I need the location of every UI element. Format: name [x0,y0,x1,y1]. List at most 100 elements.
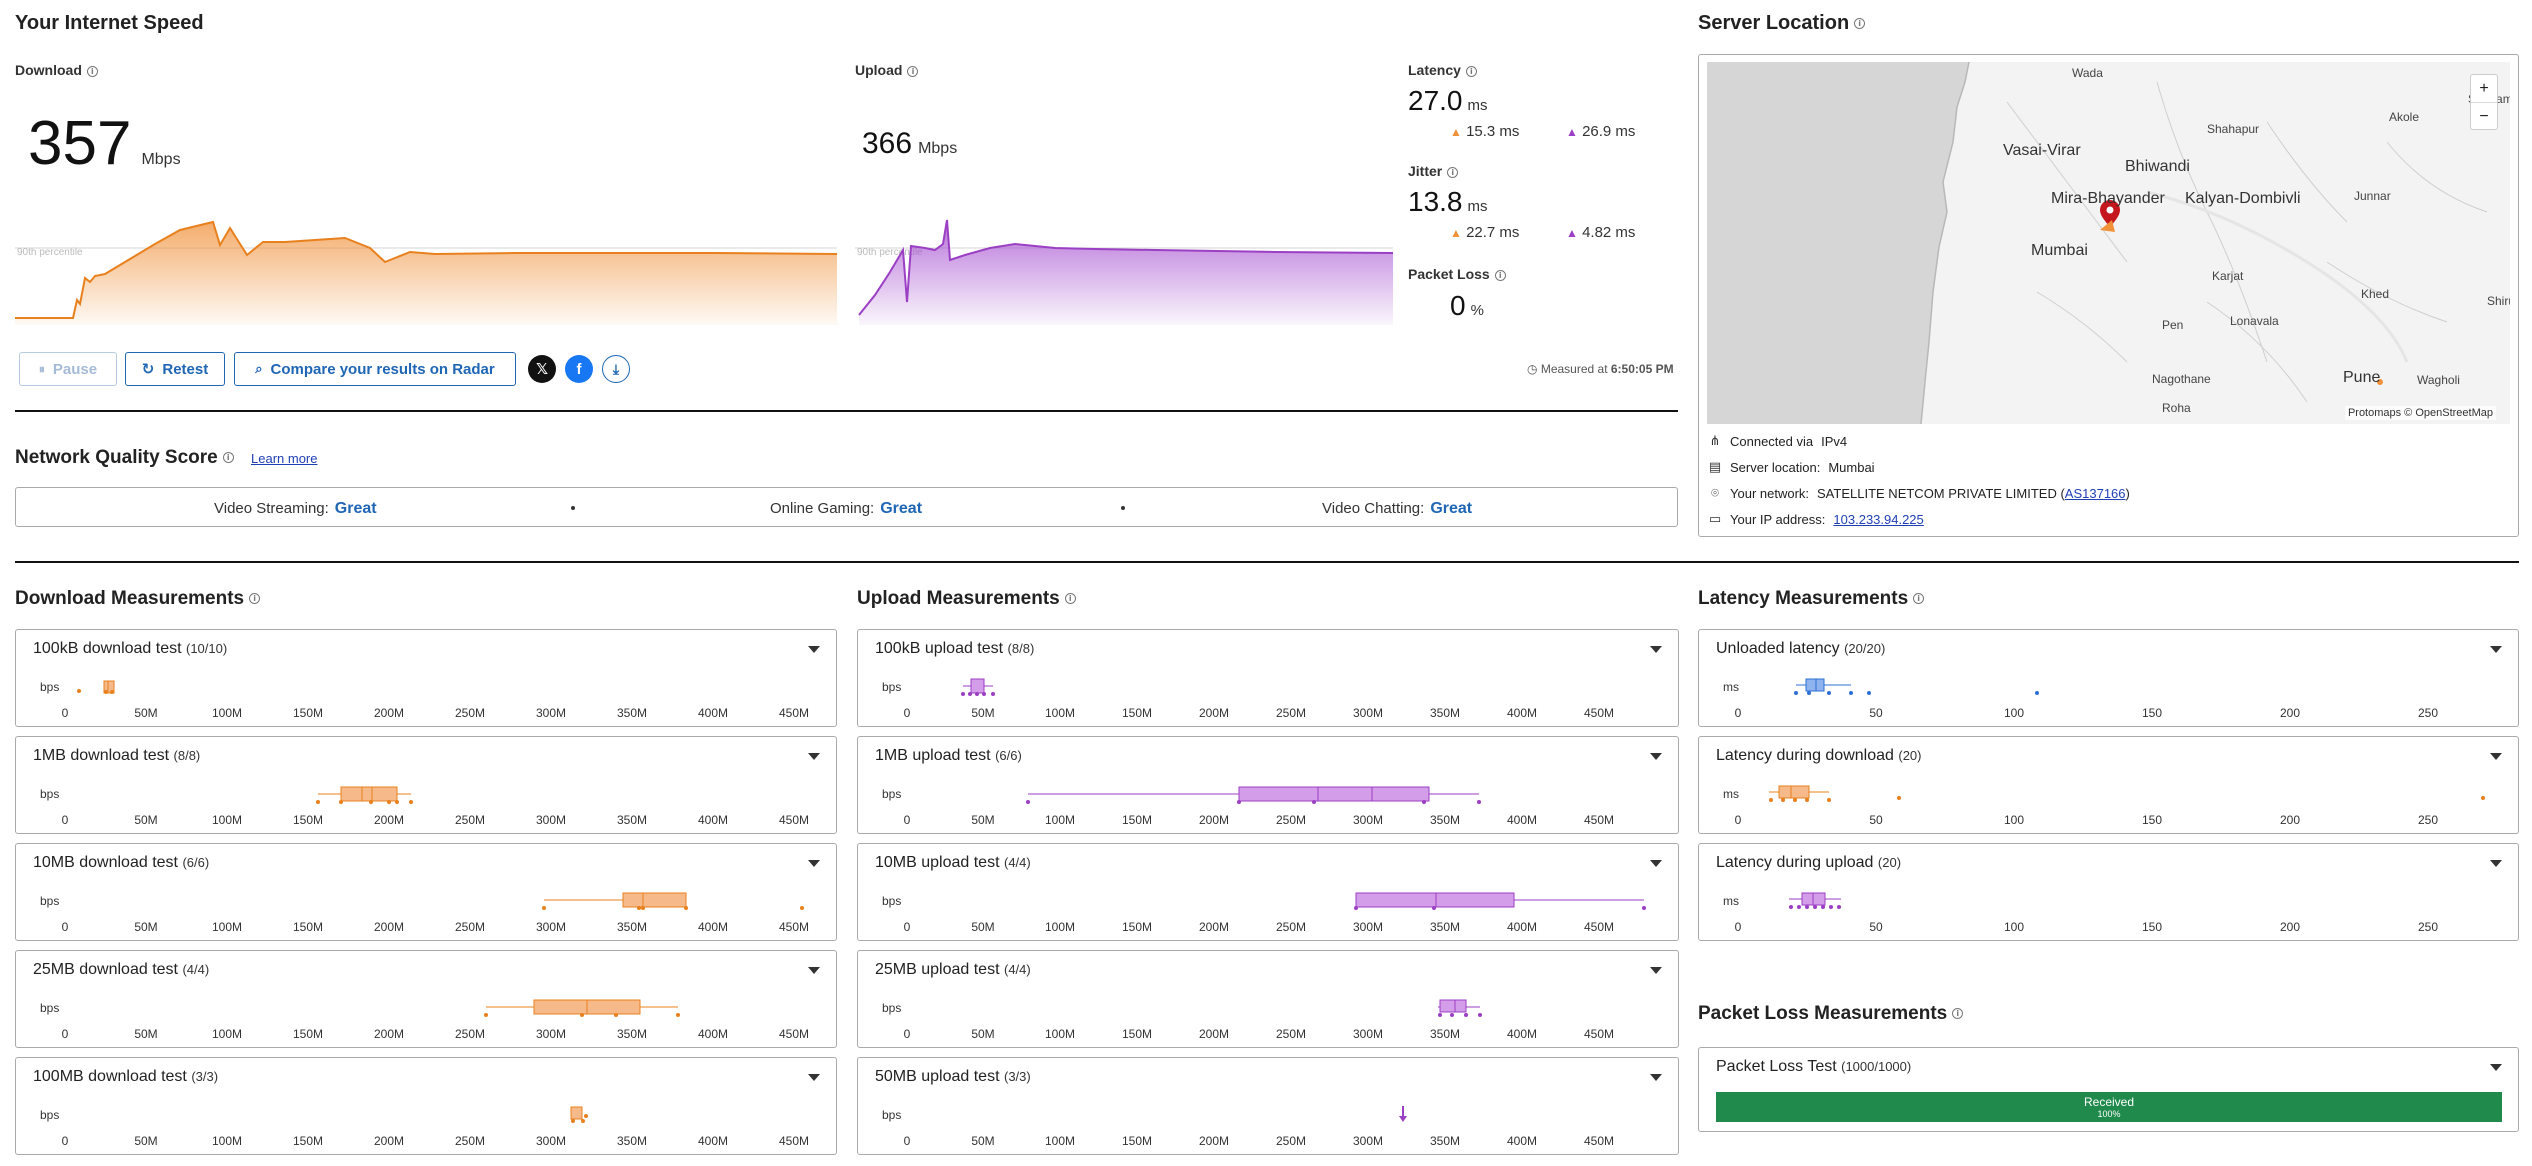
chevron-down-icon[interactable] [808,1074,820,1081]
tick-label: 50M [971,706,995,720]
chevron-down-icon[interactable] [808,860,820,867]
tick-label: 150M [292,920,324,934]
tick-label: 100M [1044,920,1076,934]
test-title: 100kB upload test (8/8) [875,640,1034,658]
chevron-down-icon[interactable] [2490,1064,2502,1071]
score-label: Online Gaming: [770,500,875,517]
download-test-panel[interactable]: 1MB download test (8/8) bps 0 50M 100M 150M… [15,736,837,834]
download-test-panel[interactable]: 25MB download test (4/4) bps 0 50M 100M 150… [15,950,837,1048]
download-measurements-title-text: Download Measurements [15,588,245,609]
facebook-icon[interactable]: f [565,355,593,383]
upload-percentile-label: 90th percentile [857,247,923,258]
server-map[interactable]: Wada Sangamn Shahapur Akole Vasai-Virar … [1707,62,2510,424]
server-dot [2377,379,2383,385]
test-count: (6/6) [182,855,210,870]
x-logo-icon[interactable]: 𝕏 [528,355,556,383]
tick-label: 300M [1352,1027,1384,1041]
axis-unit: ms [1723,894,1739,908]
download-unit: Mbps [141,151,181,168]
chevron-down-icon[interactable] [808,646,820,653]
zoom-out-button[interactable]: − [2479,108,2489,125]
pause-button[interactable]: ⏸ Pause [19,352,117,386]
boxplot [1769,785,2485,802]
test-title: 25MB upload test (4/4) [875,961,1031,979]
tick-label: 250M [1275,813,1307,827]
tick-label: 150M [1121,813,1153,827]
asn-link[interactable]: AS137166 [2064,485,2126,501]
download-value: 357 Mbps [28,108,181,179]
tick-label: 200 [2279,706,2301,720]
latency-up: ▲ 26.9 ms [1566,123,1635,140]
retest-button[interactable]: ↻ Retest [125,352,225,386]
map-label: Lonavala [2230,314,2279,328]
chevron-down-icon[interactable] [2490,860,2502,867]
chevron-down-icon[interactable] [808,753,820,760]
jitter-down-text: 22.7 ms [1466,224,1520,241]
chevron-down-icon[interactable] [1650,1074,1662,1081]
latency-test-panel[interactable]: Latency during upload (20) ms 0 50 100 150 2… [1698,843,2519,941]
refresh-icon: ↻ [141,361,155,378]
network-name: SATELLITE NETCOM PRIVATE LIMITED ( [1817,485,2065,501]
latency-measurements-title-text: Latency Measurements [1698,588,1909,609]
score-value: Great [1430,500,1473,517]
info-icon[interactable]: i [222,452,234,464]
upload-test-panel[interactable]: 50MB upload test (3/3) bps 0 50M 100M 150M 2… [857,1057,1679,1155]
ip-link[interactable]: 103.233.94.225 [1833,511,1924,527]
upload-test-panel[interactable]: 25MB upload test (4/4) bps 0 50M 100M 150M 2… [857,950,1679,1048]
info-icon[interactable]: i [1064,593,1076,605]
tick-label: 350M [616,813,648,827]
tick-label: 0 [61,813,69,827]
info-icon[interactable]: i [249,593,261,605]
jitter-down: ▲ 22.7 ms [1450,224,1519,241]
tick-label: 350M [1429,1134,1461,1148]
info-icon[interactable]: i [907,65,919,77]
chevron-down-icon[interactable] [2490,646,2502,653]
info-icon[interactable]: i [1447,166,1459,178]
zoom-in-button[interactable]: + [2471,75,2497,103]
chevron-down-icon[interactable] [1650,646,1662,653]
info-icon[interactable]: i [1952,1008,1964,1020]
map-attribution[interactable]: Protomaps © OpenStreetMap [2344,406,2496,420]
learn-more-link[interactable]: Learn more [251,451,318,466]
chevron-down-icon[interactable] [1650,753,1662,760]
chevron-down-icon[interactable] [808,967,820,974]
info-icon[interactable]: i [1465,65,1477,77]
upload-test-panel[interactable]: 10MB upload test (4/4) bps 0 50M 100M 150M 2… [857,843,1679,941]
packet-loss-measurements-title: Packet Loss Measurements i [1698,1003,1964,1025]
box [1355,892,1515,908]
tick-label: 100M [211,813,243,827]
ip-label: Your IP address: [1730,511,1826,527]
test-count: (8/8) [173,748,201,763]
upload-speed: 366 [862,127,913,160]
info-icon[interactable]: i [1494,269,1506,281]
chevron-down-icon[interactable] [2490,753,2502,760]
test-name: Latency during download [1716,747,1894,764]
test-name: 25MB download test [33,961,178,978]
tick-label: 450M [778,1027,810,1041]
download-icon[interactable]: ⤓ [602,355,630,383]
info-icon[interactable]: i [1913,593,1925,605]
compare-radar-button[interactable]: ⌕ Compare your results on Radar [234,352,516,386]
download-test-panel[interactable]: 100kB download test (10/10) bps 0 50M 100M… [15,629,837,727]
download-test-panel[interactable]: 10MB download test (6/6) bps 0 50M 100M 150… [15,843,837,941]
tick-label: 100 [2003,813,2025,827]
latency-test-panel[interactable]: Unloaded latency (20/20) ms 0 50 100 150 200… [1698,629,2519,727]
upload-test-panel[interactable]: 1MB upload test (6/6) bps 0 50M 100M 150M 20… [857,736,1679,834]
upload-test-panel[interactable]: 100kB upload test (8/8) bps 0 50M 100M 150M… [857,629,1679,727]
tick-label: 250M [1275,920,1307,934]
boxplot [1026,786,1481,804]
info-icon[interactable]: i [86,65,98,77]
download-test-panel[interactable]: 100MB download test (3/3) bps 0 50M 100M 15… [15,1057,837,1155]
chevron-down-icon[interactable] [1650,860,1662,867]
tick-label: 0 [1734,706,1742,720]
network-quality-title-text: Network Quality Score [15,447,218,468]
chevron-down-icon[interactable] [1650,967,1662,974]
axis-unit: bps [40,1001,60,1015]
latency-test-panel[interactable]: Latency during download (20) ms 0 50 100 15… [1698,736,2519,834]
tick-label: 50 [1869,813,1883,827]
axis-unit: bps [882,1001,902,1015]
info-icon[interactable]: i [1854,18,1866,30]
test-name: 10MB download test [33,854,178,871]
packet-loss-test-panel[interactable]: Packet Loss Test (1000/1000) Received 10… [1698,1047,2519,1132]
upload-value: 366 Mbps [862,127,957,161]
